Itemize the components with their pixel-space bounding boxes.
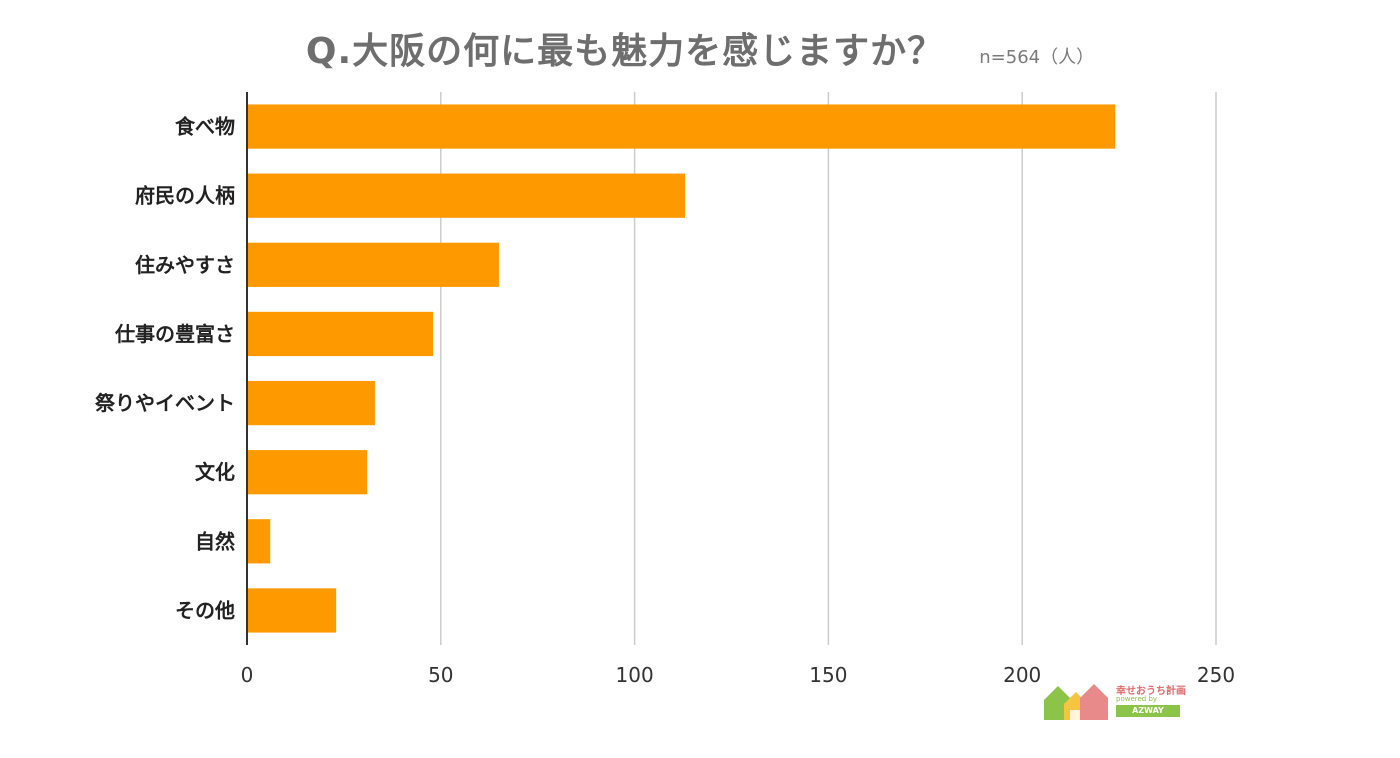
category-label: 府民の人柄 [135,184,235,208]
bar [247,588,337,633]
logo-badge: AZWAY [1116,705,1180,717]
x-tick-label: 200 [1003,663,1041,687]
category-label: 仕事の豊富さ [114,322,235,346]
bar [247,311,434,357]
bar [247,242,499,287]
bar [247,173,685,218]
category-label: 祭りやイベント [94,391,235,415]
sample-size-note: n=564（人） [979,47,1095,68]
chart-title: Q.大阪の何に最も魅力を感じますか？ [305,31,945,72]
category-label: その他 [175,598,235,622]
bars [247,104,1116,633]
x-tick-label: 0 [241,663,254,687]
category-label: 食べ物 [175,115,235,139]
logo-sub: powered by [1116,695,1158,703]
x-tick-label: 150 [809,663,847,687]
logo-name: 幸せおうち計画 [1116,686,1186,697]
x-tick-label: 100 [616,663,654,687]
category-label: 住みやすさ [135,253,235,277]
category-label: 文化 [195,460,235,484]
x-tick-label: 50 [428,663,453,687]
bar [247,104,1116,149]
bar [247,450,368,495]
x-tick-label: 250 [1197,663,1235,687]
brand-logo: 幸せおうち計画 powered by AZWAY [1040,680,1190,724]
bar [247,380,375,426]
bar [247,519,271,564]
category-label: 自然 [195,529,235,553]
house-icon [1044,684,1108,720]
chart-title-row: Q.大阪の何に最も魅力を感じますか？ n=564（人） [0,22,1400,74]
tick-labels: 0 50 100 150 200 250 [241,663,1235,687]
